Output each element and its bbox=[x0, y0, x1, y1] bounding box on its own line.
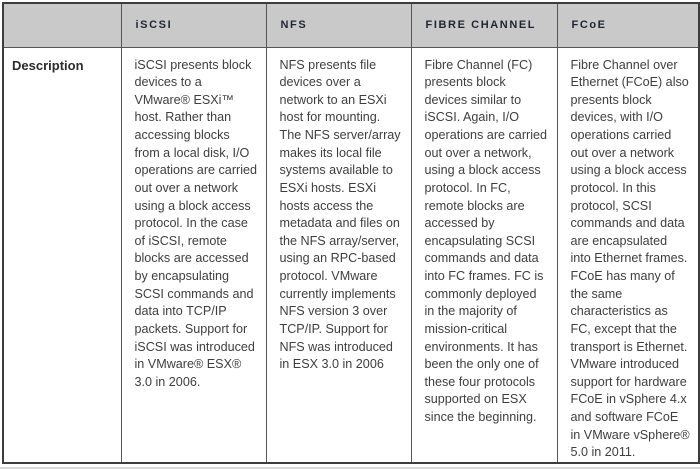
row-label-description: Description bbox=[2, 46, 122, 464]
cell-nfs-description: NFS presents file devices over a network… bbox=[265, 46, 412, 464]
column-header-fibre-channel: FIBRE CHANNEL bbox=[410, 2, 558, 48]
corner-header-cell bbox=[2, 2, 122, 48]
cell-fibre-channel-description: Fibre Channel (FC) presents block device… bbox=[410, 46, 558, 464]
column-header-iscsi: iSCSI bbox=[120, 2, 267, 48]
table-row-description: Description iSCSI presents block devices… bbox=[2, 46, 700, 464]
column-header-fcoe: FCoE bbox=[556, 2, 700, 48]
cell-fcoe-description: Fibre Channel over Ethernet (FCoE) also … bbox=[556, 46, 700, 464]
column-header-nfs: NFS bbox=[265, 2, 412, 48]
table-header-row: iSCSI NFS FIBRE CHANNEL FCoE bbox=[2, 2, 700, 48]
cell-iscsi-description: iSCSI presents block devices to a VMware… bbox=[120, 46, 267, 464]
next-row-top-edge bbox=[0, 467, 700, 469]
